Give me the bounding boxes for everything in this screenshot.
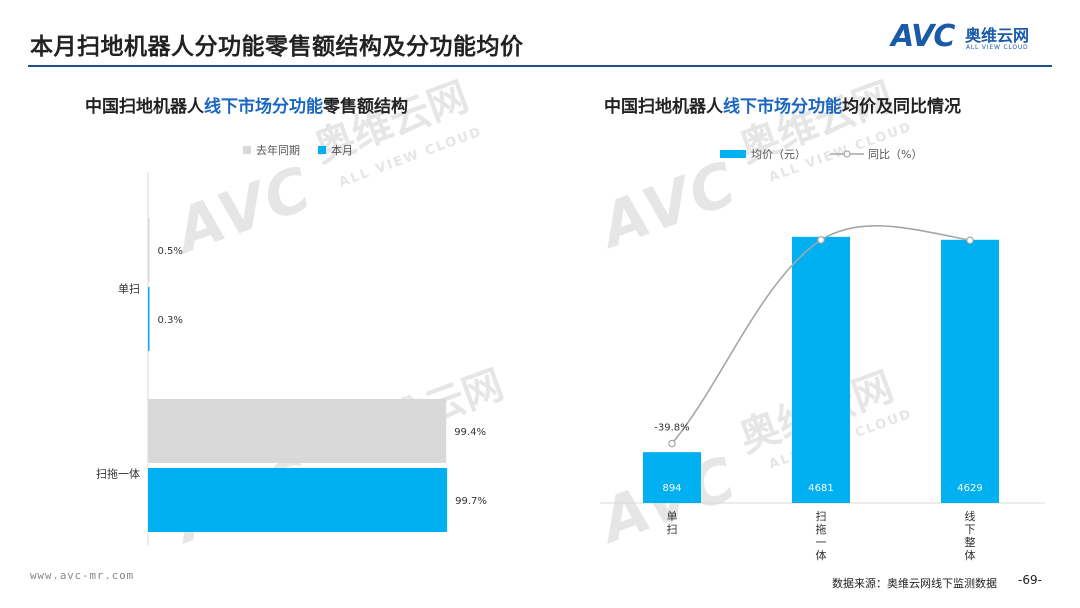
point-yoy xyxy=(817,236,825,244)
legend-line-yoy-icon xyxy=(830,150,864,158)
page-number: -69- xyxy=(1018,573,1042,587)
legend-swatch-this-month xyxy=(318,146,326,154)
data-label-yoy: -39.8% xyxy=(654,423,689,434)
data-label-avg-price: 894 xyxy=(662,483,681,494)
bar-avg-price xyxy=(941,239,999,503)
left-title-pre: 中国扫地机器人 xyxy=(85,97,204,117)
right-title-highlight: 线下市场分功能 xyxy=(723,97,842,117)
point-yoy xyxy=(966,236,974,245)
right-legend: 均价（元） 同比（%） xyxy=(720,146,922,162)
legend-label-yoy: 同比（%） xyxy=(868,148,923,161)
data-label-yoy: 9.6% xyxy=(808,219,833,230)
data-label-yoy: 9.5% xyxy=(957,219,982,230)
data-label-avg-price: 4681 xyxy=(808,483,833,494)
bar-this-month xyxy=(148,468,448,532)
right-title-pre: 中国扫地机器人 xyxy=(604,97,723,117)
category-label: 线下整体 xyxy=(965,509,976,562)
left-title-post: 零售额结构 xyxy=(323,97,408,117)
brand-logo: AVC xyxy=(891,19,955,54)
point-yoy xyxy=(668,439,676,448)
footer-url: www.avc-mr.com xyxy=(30,569,134,582)
legend-swatch-avg-price xyxy=(720,150,746,158)
right-combo-chart: 894 单扫 4681 扫拖一体 4629 线下整体 -39.8% 9.6% 9.5% xyxy=(600,219,1045,562)
category-label: 单扫 xyxy=(118,283,140,296)
category-label: 单扫 xyxy=(667,510,678,536)
bar-last-year xyxy=(148,399,447,463)
data-label: 0.3% xyxy=(158,315,183,326)
footer-source: 数据来源：奥维云网线下监测数据 xyxy=(832,577,997,590)
line-yoy xyxy=(671,225,971,445)
bar-avg-price xyxy=(643,452,701,503)
left-chart-title: 中国扫地机器人线下市场分功能零售额结构 xyxy=(85,92,408,117)
left-bar-chart: 单扫 0.5% 0.3% 扫拖一体 99.4% 99.7% xyxy=(96,172,487,545)
legend-label-this-month: 本月 xyxy=(331,144,353,157)
category-label: 扫拖一体 xyxy=(816,510,827,562)
data-label: 0.5% xyxy=(158,246,183,257)
right-title-post: 均价及同比情况 xyxy=(842,97,961,117)
category-label: 扫拖一体 xyxy=(96,467,140,481)
legend-label-last-year: 去年同期 xyxy=(256,144,300,157)
page-title: 本月扫地机器人分功能零售额结构及分功能均价 xyxy=(30,34,524,60)
legend-swatch-last-year xyxy=(243,146,251,154)
brand-logo-en: ALL VIEW CLOUD xyxy=(966,44,1029,51)
data-label: 99.7% xyxy=(455,496,487,507)
data-label: 99.4% xyxy=(454,427,486,438)
bar-last-year xyxy=(148,218,150,282)
left-title-highlight: 线下市场分功能 xyxy=(204,97,323,117)
bar-this-month xyxy=(148,287,150,351)
header-divider xyxy=(28,65,1052,67)
brand-logo-cn: 奥维云网 xyxy=(965,26,1030,45)
legend-label-avg-price: 均价（元） xyxy=(751,148,806,161)
bar-avg-price xyxy=(792,236,850,503)
right-chart-title: 中国扫地机器人线下市场分功能均价及同比情况 xyxy=(604,92,961,117)
left-legend: 去年同期 本月 xyxy=(243,142,353,158)
data-label-avg-price: 4629 xyxy=(957,483,982,494)
